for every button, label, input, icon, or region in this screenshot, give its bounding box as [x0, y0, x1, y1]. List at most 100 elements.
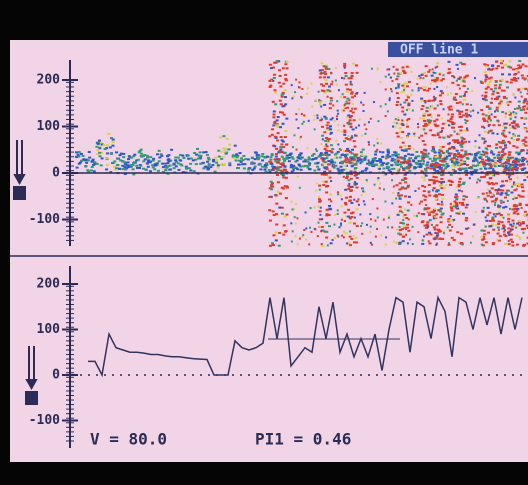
spectral-dot: [128, 164, 132, 167]
spectral-dot: [126, 161, 130, 164]
spectral-dot: [76, 153, 80, 156]
y-tick-label: 0: [52, 166, 60, 181]
spectral-dot: [371, 159, 375, 162]
spectral-dot: [452, 146, 456, 149]
spectral-dot: [328, 170, 332, 173]
spectral-dot: [478, 164, 481, 167]
spectral-dot: [322, 163, 325, 166]
spectral-dot: [401, 90, 405, 93]
spectral-dot: [264, 166, 268, 169]
spectral-dot: [174, 159, 178, 162]
spectral-dot: [390, 164, 394, 167]
spectral-dot: [105, 168, 109, 171]
spectral-dot: [390, 88, 393, 91]
spectral-dot: [335, 152, 339, 155]
spectral-dot: [520, 206, 523, 209]
spectral-dot: [290, 163, 293, 166]
spectral-dot: [379, 105, 382, 108]
spectral-dot: [516, 138, 520, 141]
spectral-dot: [236, 154, 240, 157]
spectral-dot: [317, 90, 320, 93]
spectral-dot: [328, 149, 332, 152]
spectral-dot: [344, 74, 348, 77]
spectral-dot: [449, 108, 453, 111]
spectral-dot: [351, 135, 354, 138]
spectral-dot: [280, 173, 284, 176]
spectral-dot: [398, 163, 402, 166]
spectral-dot: [460, 163, 464, 166]
spectral-dot: [488, 211, 492, 214]
spectral-dot: [447, 60, 451, 63]
spectral-dot: [452, 147, 456, 150]
spectral-dot: [491, 67, 495, 70]
spectral-dot: [416, 83, 419, 86]
spectral-dot: [473, 153, 476, 156]
spectral-dot: [98, 147, 102, 150]
spectral-dot: [268, 195, 272, 198]
spectral-dot: [356, 91, 359, 94]
spectral-dot: [321, 157, 325, 160]
spectral-dot: [411, 243, 414, 246]
spectral-dot: [486, 194, 490, 197]
spectral-dot: [400, 233, 404, 236]
spectral-dot: [505, 189, 509, 192]
spectral-dot: [460, 110, 464, 113]
spectral-dot: [271, 79, 275, 82]
spectral-dot: [458, 113, 462, 116]
spectral-dot: [323, 115, 327, 118]
spectral-dot: [452, 162, 456, 165]
spectral-dot: [342, 168, 346, 171]
spectral-dot: [354, 173, 358, 176]
top-indicator: [13, 140, 26, 200]
spectral-dot: [512, 68, 516, 71]
spectral-dot: [333, 156, 336, 159]
spectral-dot: [325, 151, 329, 154]
spectral-dot: [166, 159, 170, 162]
spectral-dot: [321, 244, 325, 247]
spectral-dot: [448, 219, 452, 222]
spectral-dot: [320, 157, 323, 160]
spectral-dot: [452, 238, 456, 241]
spectral-dot: [95, 145, 99, 148]
spectral-dot: [269, 84, 273, 87]
spectral-dot: [299, 168, 303, 171]
spectral-dot: [263, 165, 267, 168]
spectral-dot: [392, 65, 395, 68]
spectral-dot: [405, 217, 409, 220]
spectral-dot: [196, 147, 200, 150]
spectral-dot: [318, 195, 321, 198]
spectral-dot: [345, 196, 349, 199]
spectral-dot: [330, 200, 333, 203]
spectral-dot: [438, 237, 442, 240]
spectral-dot: [351, 96, 355, 99]
spectral-dot: [363, 91, 366, 94]
spectral-dot: [434, 170, 438, 173]
spectral-dot: [306, 160, 310, 163]
spectral-dot: [98, 145, 102, 148]
spectral-dot: [523, 128, 526, 131]
spectral-dot: [458, 177, 462, 180]
spectral-dot: [438, 180, 442, 183]
spectral-dot: [261, 159, 265, 162]
spectral-dot: [419, 117, 422, 120]
spectral-dot: [499, 165, 503, 168]
spectral-dot: [271, 128, 275, 131]
spectral-dot: [515, 124, 519, 127]
spectral-dot: [519, 195, 523, 198]
spectral-dot: [401, 240, 405, 243]
spectral-dot: [103, 148, 107, 151]
spectral-dot: [349, 230, 352, 233]
spectral-dot: [272, 113, 276, 116]
spectral-dot: [462, 94, 466, 97]
spectral-dot: [497, 120, 500, 123]
spectral-dot: [281, 91, 285, 94]
spectral-dot: [281, 105, 285, 108]
spectral-dot: [398, 242, 402, 245]
y-tick-label: 200: [37, 277, 61, 292]
spectral-dot: [486, 200, 489, 203]
spectral-dot: [393, 72, 396, 75]
spectral-dot: [276, 125, 280, 128]
spectral-dot: [480, 109, 484, 112]
spectral-dot: [335, 66, 338, 69]
spectral-dot: [462, 98, 466, 101]
